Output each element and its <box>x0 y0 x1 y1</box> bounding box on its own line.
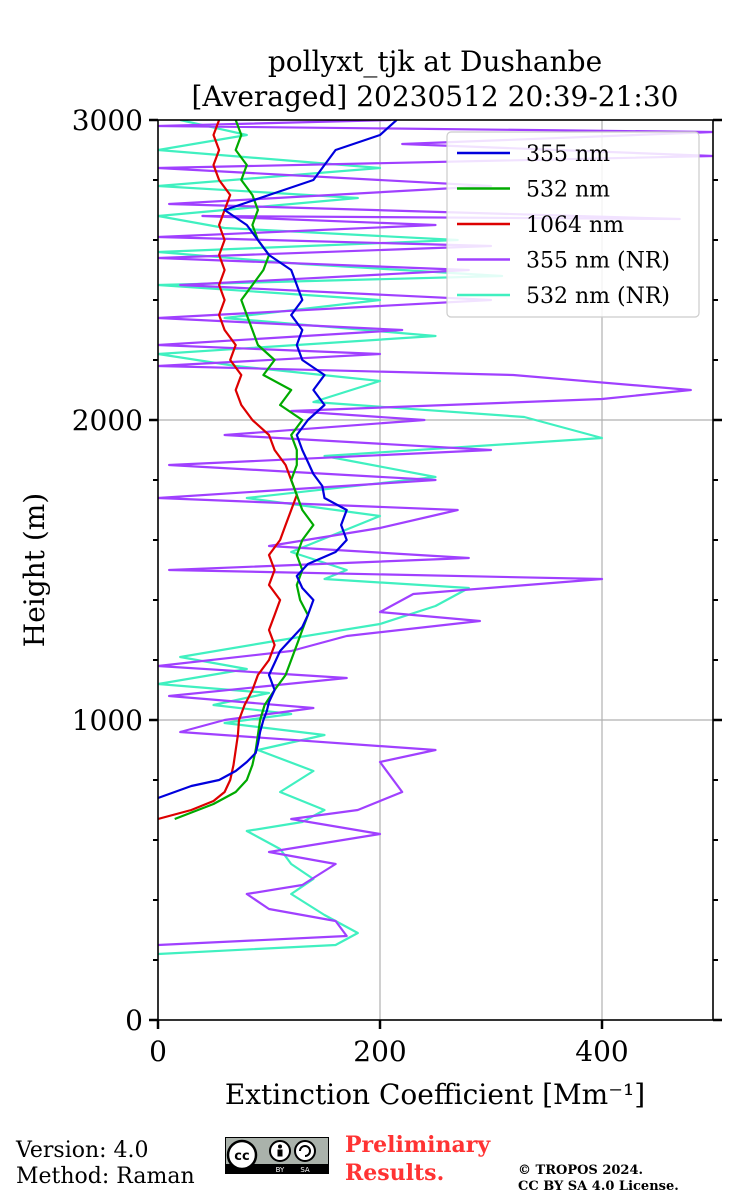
series-layer <box>158 120 713 956</box>
y-tick-label: 2000 <box>72 404 143 437</box>
y-tick-label: 1000 <box>72 704 143 737</box>
legend-label: 532 nm (NR) <box>526 284 670 309</box>
copyright-notice: © TROPOS 2024. CC BY SA 4.0 License. <box>518 1163 679 1195</box>
legend-label: 355 nm (NR) <box>526 249 670 274</box>
series-line-532-nm-nr- <box>158 120 604 956</box>
legend: 355 nm 532 nm 1064 nm 355 nm (NR) 532 nm (NR… <box>446 131 700 318</box>
preliminary-notice: Preliminary Results. <box>345 1131 490 1187</box>
cc-license-badge: cc BY SA <box>225 1137 329 1174</box>
x-tick-label: 200 <box>353 1035 406 1068</box>
x-axis-label: Extinction Coefficient [Mm⁻¹] <box>225 1078 645 1111</box>
axis-ticks <box>149 118 722 1029</box>
series-line-355-nm-nr- <box>158 120 713 947</box>
cc-icon <box>226 1139 258 1171</box>
preliminary-line1: Preliminary <box>345 1132 491 1158</box>
chart-title-line1: pollyxt_tjk at Dushanbe <box>268 45 602 78</box>
method-text: Method: Raman <box>16 1164 195 1189</box>
cc-sa-label: SA <box>300 1166 310 1174</box>
preliminary-line2: Results. <box>345 1160 445 1186</box>
y-tick-label: 0 <box>125 1004 143 1037</box>
series-line-355-nm <box>158 120 398 800</box>
chart-title-line2: [Averaged] 20230512 20:39-21:30 <box>192 80 679 113</box>
tick-labels: 0 200 400 0 1000 2000 3000 <box>72 104 629 1068</box>
extinction-profile-chart: pollyxt_tjk at Dushanbe [Averaged] 20230… <box>18 45 722 1111</box>
y-tick-label: 3000 <box>72 104 143 137</box>
legend-label: 532 nm <box>526 178 610 203</box>
legend-box <box>446 131 700 318</box>
sa-icon <box>294 1140 316 1162</box>
footer-info: Version: 4.0 Method: Raman <box>16 1138 195 1190</box>
legend-label: 355 nm <box>526 142 610 167</box>
cc-by-label: BY <box>276 1166 285 1174</box>
copyright-line2: CC BY SA 4.0 License. <box>518 1179 679 1194</box>
axes-frame <box>157 119 714 1021</box>
y-axis-label: Height (m) <box>18 493 51 647</box>
version-text: Version: 4.0 <box>16 1138 149 1163</box>
legend-label: 1064 nm <box>526 213 624 238</box>
x-tick-label: 400 <box>575 1035 628 1068</box>
svg-text:cc: cc <box>234 1149 249 1164</box>
copyright-line1: © TROPOS 2024. <box>518 1163 644 1178</box>
x-tick-label: 0 <box>149 1035 167 1068</box>
